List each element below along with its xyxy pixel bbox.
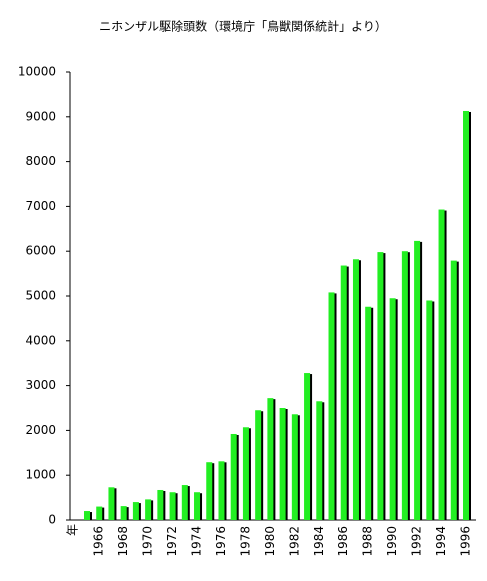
x-tick-label: 1966 xyxy=(92,526,106,557)
bar xyxy=(206,462,213,520)
y-tick-label: 0 xyxy=(48,513,56,527)
y-tick-label: 2000 xyxy=(25,423,56,437)
x-tick-label: 1990 xyxy=(385,526,399,557)
y-tick-label: 1000 xyxy=(25,468,56,482)
bar xyxy=(426,300,433,520)
bar xyxy=(84,511,90,520)
bar xyxy=(279,408,286,520)
bar xyxy=(218,461,225,520)
chart-title: ニホンザル駆除頭数（環境庁「鳥獣関係統計」より） xyxy=(99,19,387,34)
y-tick-label: 8000 xyxy=(25,154,56,168)
y-tick-label: 4000 xyxy=(25,333,56,347)
x-tick-label: 1976 xyxy=(214,526,228,557)
bar xyxy=(169,492,176,520)
x-tick-label: 1974 xyxy=(190,526,204,557)
bar xyxy=(267,398,274,520)
x-tick-label: 1986 xyxy=(336,526,350,557)
bar xyxy=(389,298,396,520)
bar xyxy=(242,427,249,520)
x-tick-label: 1980 xyxy=(263,526,277,557)
bar xyxy=(255,410,262,520)
x-tick-label: 1996 xyxy=(459,526,473,557)
x-tick-label: 1970 xyxy=(141,526,155,557)
bar xyxy=(291,414,298,520)
bar xyxy=(352,259,359,520)
bar xyxy=(145,499,152,520)
y-tick-label: 10000 xyxy=(18,65,56,79)
x-tick-label: 1978 xyxy=(238,526,252,557)
x-tick-label: 1992 xyxy=(410,526,424,557)
y-tick-label: 6000 xyxy=(25,244,56,258)
bar xyxy=(377,252,384,520)
x-axis-label: 年 xyxy=(66,524,80,536)
x-tick-label: 1994 xyxy=(434,526,448,557)
bar xyxy=(438,209,445,520)
bar xyxy=(108,487,115,520)
y-tick-label: 7000 xyxy=(25,199,56,213)
x-tick-label: 1968 xyxy=(116,526,130,557)
bar xyxy=(401,251,408,520)
y-tick-label: 3000 xyxy=(25,378,56,392)
bar xyxy=(328,292,335,520)
y-tick-label: 5000 xyxy=(25,289,56,303)
bar xyxy=(96,506,103,520)
bar xyxy=(132,502,139,520)
bar xyxy=(181,485,188,520)
x-tick-label: 1982 xyxy=(287,526,301,557)
bar xyxy=(120,506,127,520)
x-tick-label: 1972 xyxy=(165,526,179,557)
bar xyxy=(450,260,457,520)
bar xyxy=(230,433,237,520)
x-tick-label: 1984 xyxy=(312,526,326,557)
bar xyxy=(316,401,323,520)
bar xyxy=(194,492,201,520)
bar xyxy=(463,110,469,520)
bar xyxy=(157,489,164,520)
bar xyxy=(304,373,311,520)
bar xyxy=(365,306,372,520)
x-tick-label: 1988 xyxy=(361,526,375,557)
bar xyxy=(340,265,347,520)
y-tick-label: 9000 xyxy=(25,109,56,123)
bar xyxy=(414,240,421,520)
